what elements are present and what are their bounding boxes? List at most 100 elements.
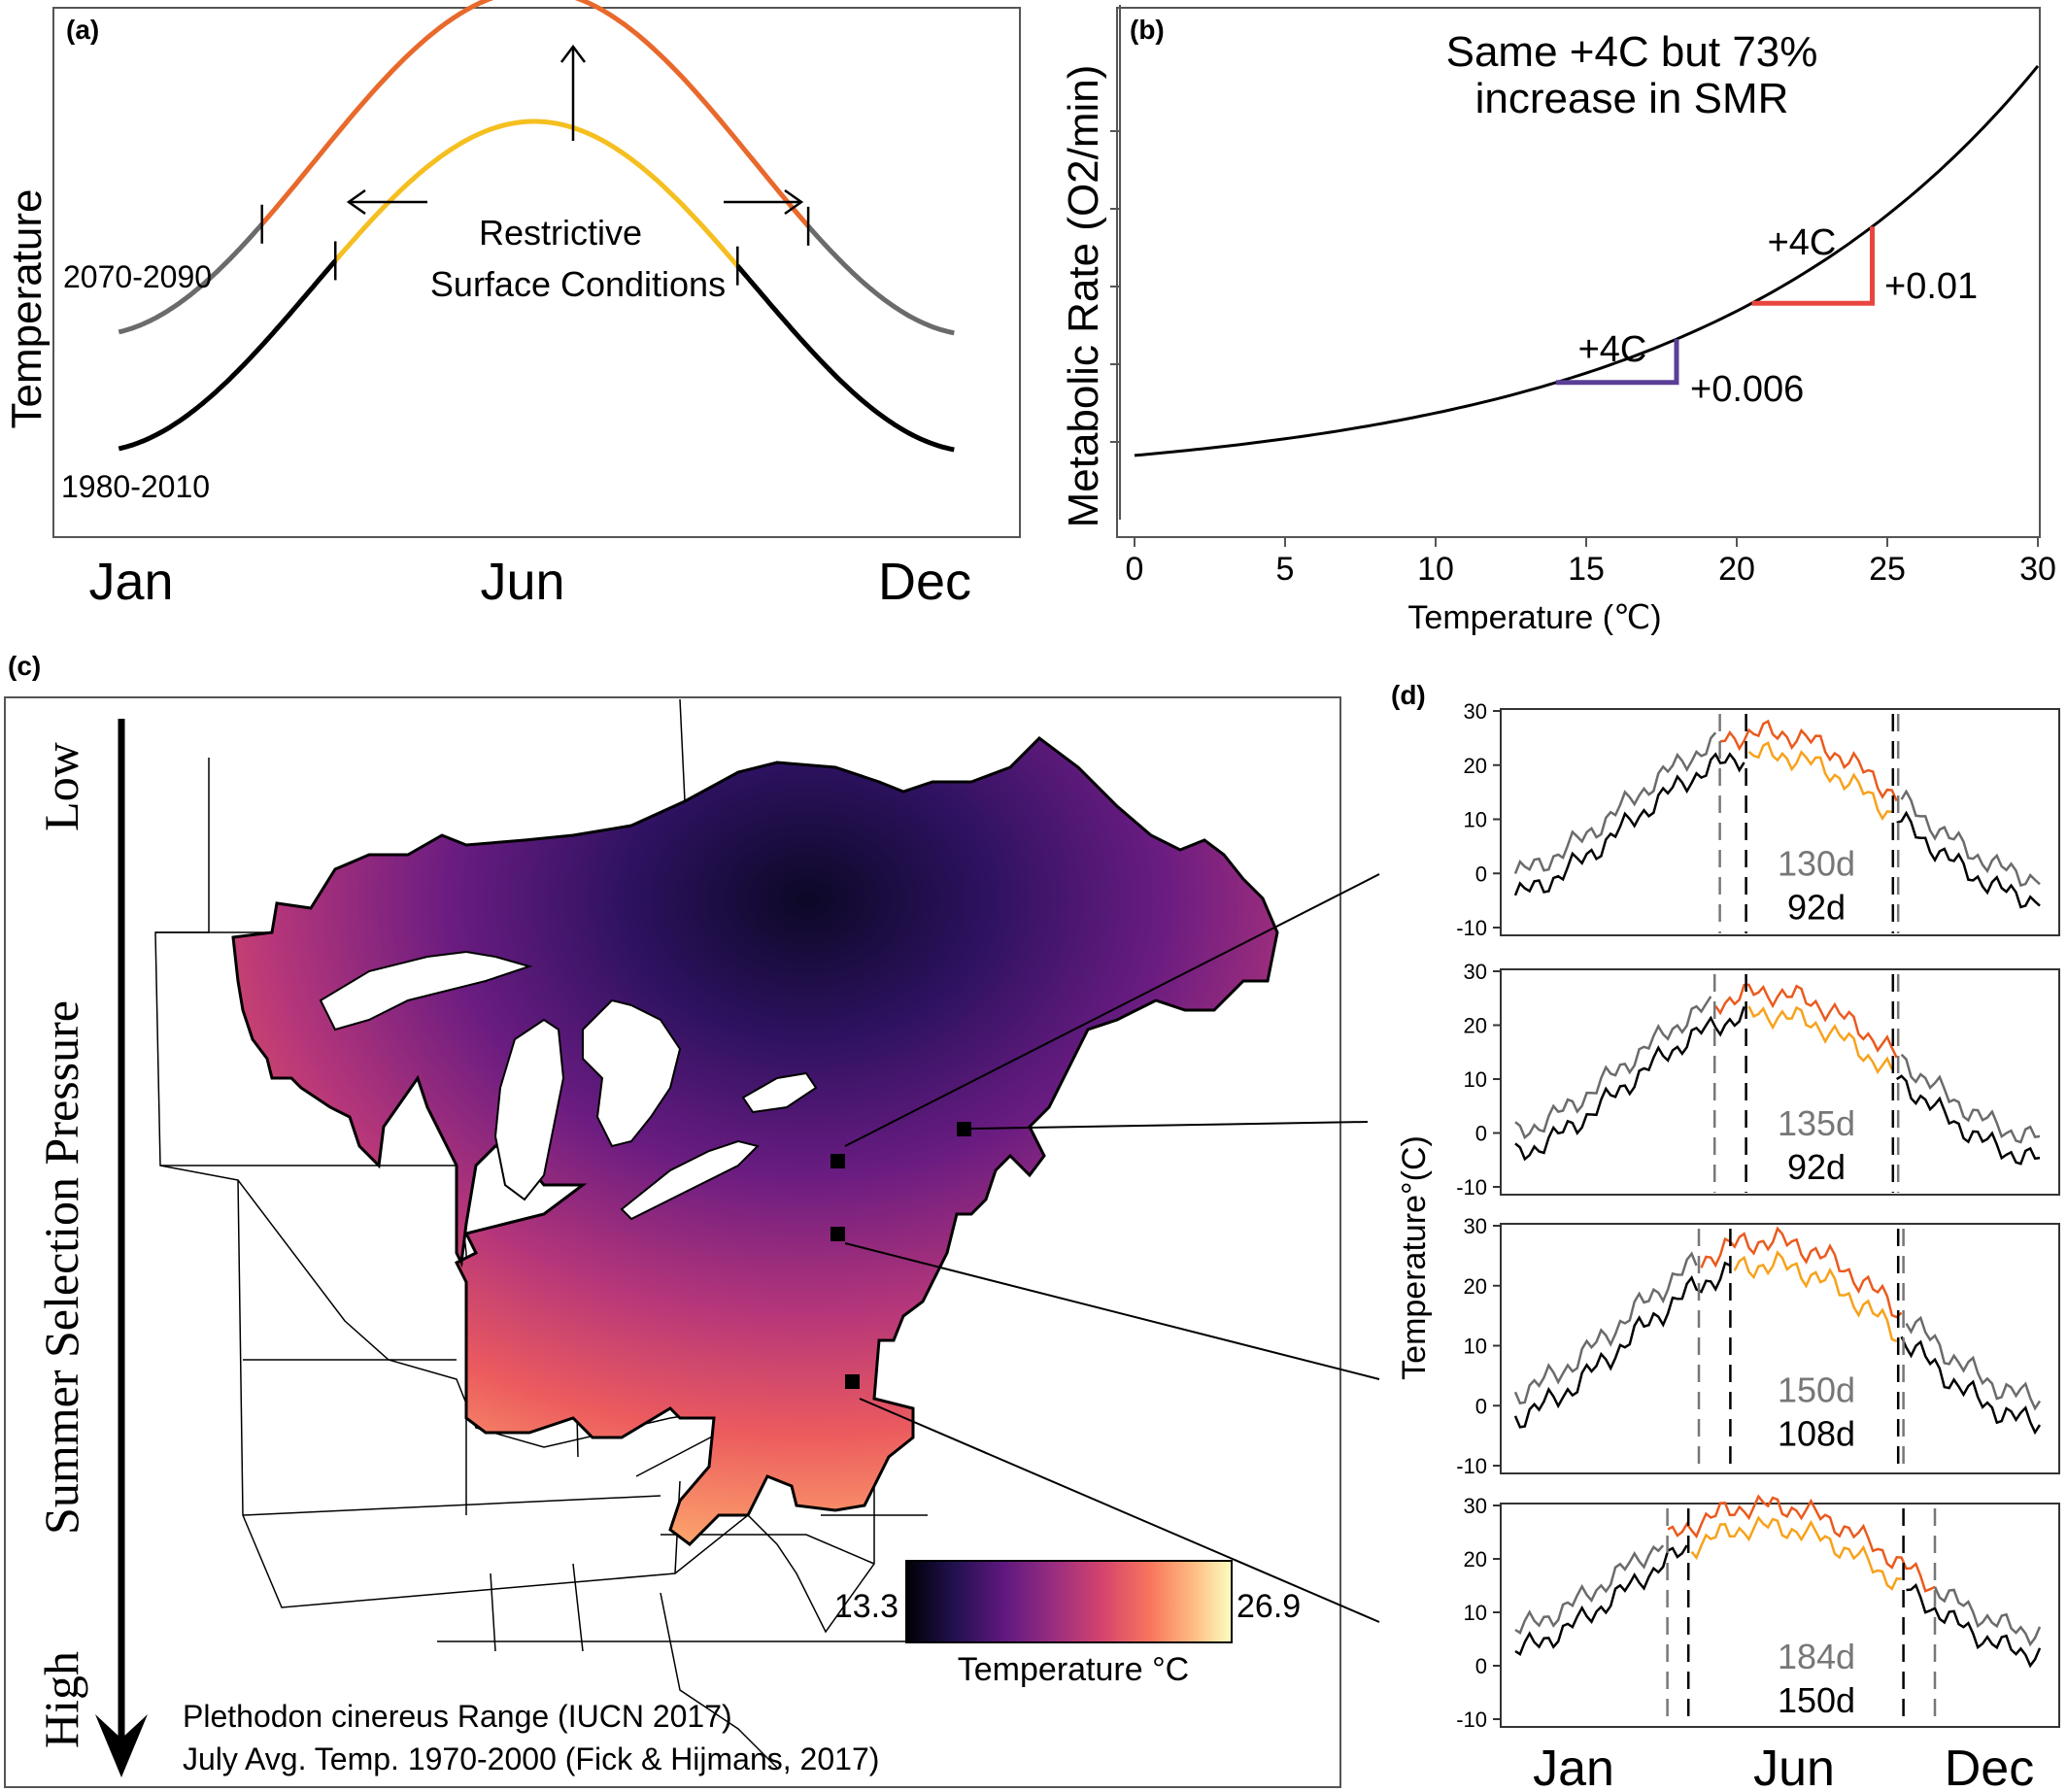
panel-c: (c) Low Summer Selection Pressure High [4,651,1380,1788]
past-series-cool-1 [1514,1544,1688,1656]
panel-d-subplots: -100102030130d92d-100102030135d92d-10010… [1456,699,2060,1732]
subplot-y-tick-label: 10 [1464,1601,1487,1625]
panel-b-label: (b) [1130,15,1165,45]
panel-a-ylabel: Temperature [3,188,51,428]
subplot-frame [1500,1223,2060,1474]
axis-high-label: High [34,1651,88,1748]
d-x-tick-jun: Jun [1753,1741,1835,1792]
x-tick-jan: Jan [88,553,173,611]
site-3 [830,1227,845,1241]
future-days-label: 135d [1778,1103,1855,1143]
b-x-tick-label-15: 15 [1568,551,1605,588]
future-series-cool-2 [1900,789,2041,888]
subplot-y-tick-label: 0 [1475,1122,1487,1146]
great-lakes [319,950,818,1221]
subplot-y-tick-label: 30 [1464,1494,1487,1518]
past-days-label: 92d [1787,888,1846,928]
b-x-tick-label-25: 25 [1869,551,1906,588]
subplot-frame [1500,708,2060,936]
past-curve-hot [333,118,740,268]
caption-line-1: Plethodon cinereus Range (IUCN 2017) [183,1699,732,1734]
subplot-y-tick-label: 10 [1464,1067,1487,1092]
panel-b-ylabel: Metabolic Rate (O2/min) [1060,65,1107,528]
caption-line-2: July Avg. Temp. 1970-2000 (Fick & Hijman… [183,1741,879,1776]
future-series-cool-2 [1933,1586,2042,1647]
past-series-hot [1733,1250,1898,1342]
panel-a: (a) Temperature Restrictive Surface Cond… [3,0,1021,611]
step-low-delta: +0.006 [1690,369,1804,410]
b-x-tick-label-10: 10 [1417,551,1454,588]
metabolic-curve [1134,64,2040,457]
past-days-label: 92d [1787,1147,1846,1187]
leader-lines [844,873,1380,1623]
site-1 [957,1122,971,1136]
subplot-y-tick-label: 0 [1475,1394,1487,1418]
subplot-y-tick-label: 10 [1464,1335,1487,1359]
future-curve-hot [259,0,810,228]
right-arrow-head [784,188,804,216]
future-series-cool-1 [1514,996,1712,1140]
panel-a-label: (a) [66,15,99,45]
panel-d: (d) Temperature°(C) -100102030130d92d-10… [1391,680,2060,1792]
metabolic-step-1 [1556,339,1679,386]
site-4 [845,1374,860,1389]
future-series-cool-2 [1905,1315,2042,1411]
panel-b: (b) Same +4C but 73% increase in SMR Met… [1060,5,2056,636]
subplot-y-tick-label: 0 [1475,1654,1487,1678]
future-days-label: 130d [1778,844,1855,884]
subplot-y-tick-label: 20 [1464,1274,1487,1299]
colorbar-title: Temperature °C [958,1651,1189,1688]
past-series-cool-1 [1513,752,1745,896]
subplot-y-tick-label: 0 [1475,862,1487,886]
up-arrow-head [560,44,586,63]
axis-low-label: Low [34,742,88,831]
past-series-cool-2 [1896,810,2041,909]
d-x-tick-dec: Dec [1945,1741,2034,1792]
temperature-colorbar [905,1560,1233,1643]
panel-b-y-axis-ticks [1110,5,1121,520]
colorbar-max: 26.9 [1237,1588,1301,1625]
d-x-tick-jan: Jan [1533,1741,1614,1792]
b-x-tick-label-5: 5 [1276,551,1295,588]
past-series-hot [1747,1005,1893,1075]
subplot-y-tick-label: -10 [1456,1454,1487,1478]
axis-title: Summer Selection Pressure [34,1000,88,1535]
temperature-subplot-4: -10 0 10 20 30 184d 150d [1456,1494,2060,1732]
panel-b-x-axis: 0 5 10 15 20 25 30 [1126,536,2056,588]
annotation-line-2: Surface Conditions [430,264,726,304]
future-curve-cool-2 [806,224,955,336]
future-series-cool-1 [1514,1544,1665,1635]
pressure-arrow-head [95,1714,148,1777]
subplot-frame [1500,968,2060,1196]
step-high-label: +4C [1768,222,1837,263]
subplot-y-tick-label: 20 [1464,754,1487,778]
x-tick-jun: Jun [480,553,564,611]
subplot-y-tick-label: 30 [1464,1214,1487,1238]
future-series-cool-2 [1900,1053,2041,1144]
subplot-y-tick-label: -10 [1456,916,1487,940]
panel-a-curves [118,0,955,453]
b-x-tick-label-30: 30 [2019,551,2056,588]
annotation-line-1: Restrictive [479,213,642,253]
subplot-y-tick-label: -10 [1456,1707,1487,1732]
subplot-y-tick-label: 20 [1464,1014,1487,1038]
future-series-hot [1719,719,1898,802]
period-past-label: 1980-2010 [61,469,210,504]
past-series-cool-1 [1514,1006,1745,1162]
site-2 [830,1154,845,1168]
subplot-y-tick-label: 30 [1464,699,1487,724]
panel-b-steps [1556,226,1875,386]
b-x-tick-label-0: 0 [1126,551,1144,588]
panel-b-title-2: increase in SMR [1475,75,1789,122]
range-fill [231,736,1279,1546]
future-series-hot [1700,1226,1903,1319]
x-tick-dec: Dec [878,553,971,611]
future-series-cool-1 [1513,731,1717,874]
past-series-hot [1690,1515,1902,1591]
panel-b-xlabel: Temperature (℃) [1407,599,1661,636]
b-x-tick-label-20: 20 [1718,551,1755,588]
subplot-y-tick-label: 30 [1464,960,1487,984]
